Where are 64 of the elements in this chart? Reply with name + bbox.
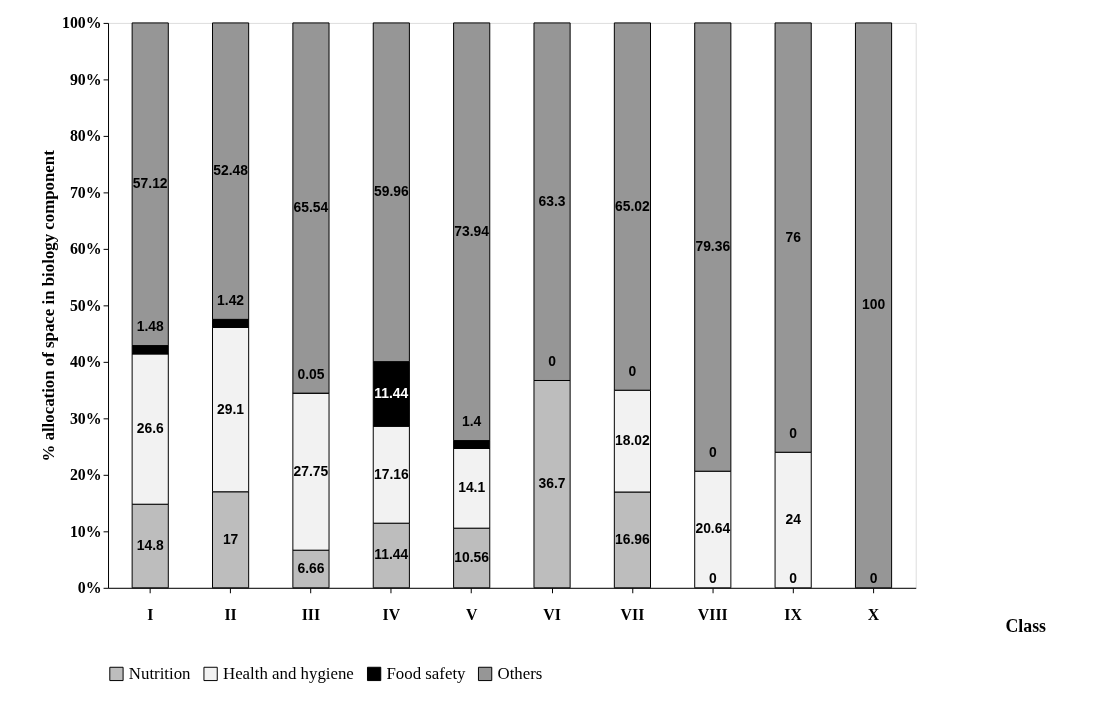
data-label: 29.1	[217, 400, 245, 417]
data-label: 26.6	[136, 420, 164, 437]
y-tick-label: 60%	[69, 240, 102, 258]
y-tick-label: 40%	[69, 353, 102, 371]
data-label: 17	[222, 530, 239, 547]
y-tick-label: 50%	[69, 296, 102, 314]
data-label: 100	[861, 296, 886, 313]
y-tick-label: 70%	[69, 183, 102, 201]
data-label: 1.42	[217, 292, 245, 309]
x-tick-label: X	[867, 606, 880, 624]
data-label: 1.48	[136, 318, 164, 335]
annotation: 0	[548, 353, 557, 370]
x-tick-label: III	[301, 606, 321, 624]
data-label: 14.1	[458, 479, 486, 496]
x-tick-label: VIII	[697, 606, 728, 624]
y-tick-label: 20%	[69, 466, 102, 484]
data-label: 65.02	[615, 197, 651, 214]
x-tick-label: IX	[784, 606, 803, 624]
data-label: 24	[785, 510, 802, 527]
data-label: 65.54	[293, 199, 329, 215]
y-tick-label: 10%	[69, 522, 102, 540]
x-tick-label: VI	[543, 606, 561, 624]
data-label: 10.56	[454, 548, 490, 565]
y-tick-label: 0%	[77, 579, 102, 597]
data-label: 36.7	[538, 475, 566, 492]
x-tick-label: V	[465, 606, 478, 624]
annotation: 0	[789, 425, 798, 442]
data-label: 1.4	[462, 413, 482, 430]
data-label: 11.44	[374, 384, 409, 401]
legend-label: Others	[497, 663, 543, 683]
y-tick-label: 100%	[61, 14, 102, 32]
y-tick-label: 90%	[69, 70, 102, 88]
annotation: 0	[869, 570, 878, 587]
data-label: 17.16	[373, 465, 409, 482]
annotation: 0	[789, 570, 798, 587]
data-label: 27.75	[293, 462, 329, 479]
data-label: 20.64	[695, 520, 731, 537]
data-label: 6.66	[297, 559, 325, 576]
y-axis-title: % allocation of space in biology component	[39, 149, 59, 462]
x-tick-label: I	[147, 606, 154, 624]
data-label: 63.3	[538, 192, 566, 209]
x-tick-label: IV	[382, 606, 401, 624]
legend-label: Food safety	[386, 663, 467, 683]
data-label: 73.94	[454, 222, 490, 239]
data-label: 76	[785, 228, 802, 245]
annotation: 0	[628, 363, 637, 380]
y-tick-label: 80%	[69, 127, 102, 145]
data-label: 57.12	[132, 175, 168, 192]
x-axis-title: Class	[1005, 615, 1047, 636]
data-label: 18.02	[615, 432, 651, 449]
data-label: 11.44	[374, 546, 409, 563]
data-label: 79.36	[695, 238, 731, 255]
data-label: 59.96	[373, 183, 409, 200]
data-label: 16.96	[615, 530, 651, 547]
data-label: 52.48	[213, 162, 249, 179]
legend-label: Nutrition	[128, 663, 192, 683]
x-tick-label: VII	[620, 606, 645, 624]
annotation: 0	[708, 570, 717, 587]
annotation: 0	[708, 444, 717, 461]
legend-label: Health and hygiene	[222, 663, 354, 683]
x-tick-label: II	[224, 606, 237, 624]
y-tick-label: 30%	[69, 409, 102, 427]
data-label: 14.8	[136, 536, 164, 553]
data-label: 0.05	[297, 366, 325, 383]
